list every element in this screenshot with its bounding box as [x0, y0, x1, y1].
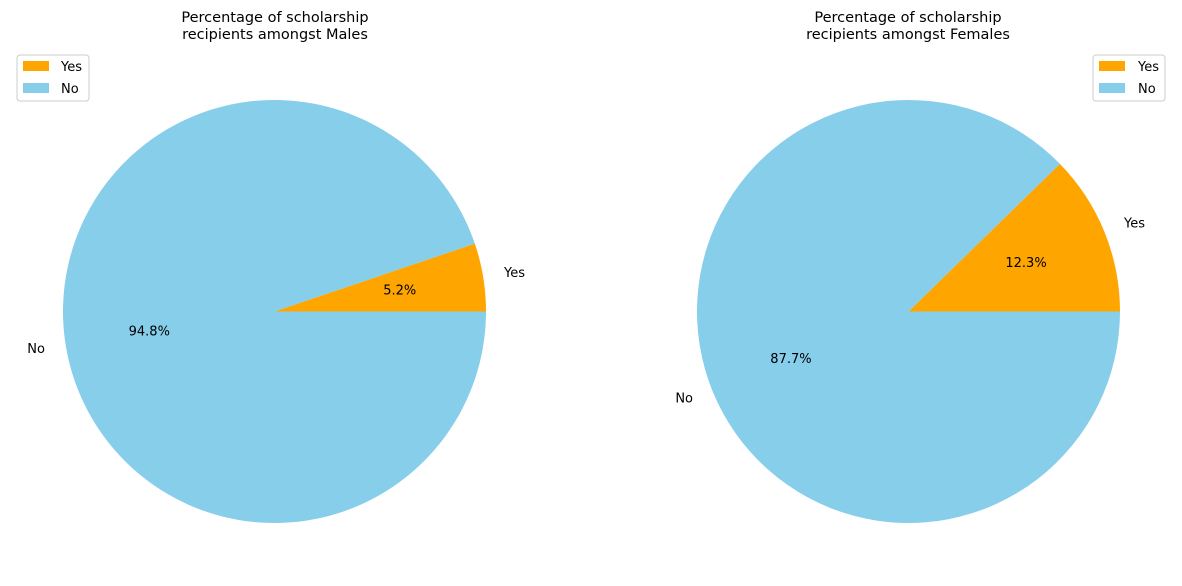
pie-slice-yes [274, 243, 486, 312]
slice-label-no: No [675, 392, 693, 407]
slice-percent-no: 87.7% [770, 352, 811, 367]
legend-label-yes: Yes [60, 60, 82, 75]
legend-label-yes: Yes [1137, 60, 1159, 75]
legend-swatch-yes [1099, 61, 1125, 71]
slice-percent-no: 94.8% [129, 325, 170, 340]
legend-swatch-no [23, 83, 49, 93]
chart-title-line-1: Percentage of scholarship [814, 10, 1001, 26]
legend-swatch-no [1099, 83, 1125, 93]
legend-swatch-yes [23, 61, 49, 71]
pie-slice-yes [908, 163, 1120, 312]
chart-title-line-2: recipients amongst Females [806, 27, 1010, 43]
pie-labels: Yes 5.2% No 94.8% [27, 266, 525, 357]
slice-label-yes: Yes [503, 266, 525, 281]
pie-labels: Yes 12.3% No 87.7% [675, 216, 1145, 406]
legend-label-no: No [61, 82, 79, 97]
pie-chart-males: Percentage of scholarship recipients amo… [16, 10, 525, 524]
pie-slice-no [62, 100, 486, 524]
slice-label-yes: Yes [1123, 216, 1145, 231]
chart-title-line-1: Percentage of scholarship [181, 10, 368, 26]
chart-title-line-2: recipients amongst Males [182, 27, 368, 43]
pie-chart-females: Percentage of scholarship recipients amo… [675, 10, 1166, 524]
pie-slices [697, 100, 1120, 524]
slice-percent-yes: 12.3% [1005, 256, 1046, 271]
pie-slice-no [697, 100, 1120, 524]
pie-slices [62, 100, 486, 524]
slice-label-no: No [27, 342, 45, 357]
legend: Yes No [16, 54, 90, 102]
legend: Yes No [1092, 54, 1166, 102]
slice-percent-yes: 5.2% [383, 283, 416, 298]
legend-label-no: No [1138, 82, 1156, 97]
